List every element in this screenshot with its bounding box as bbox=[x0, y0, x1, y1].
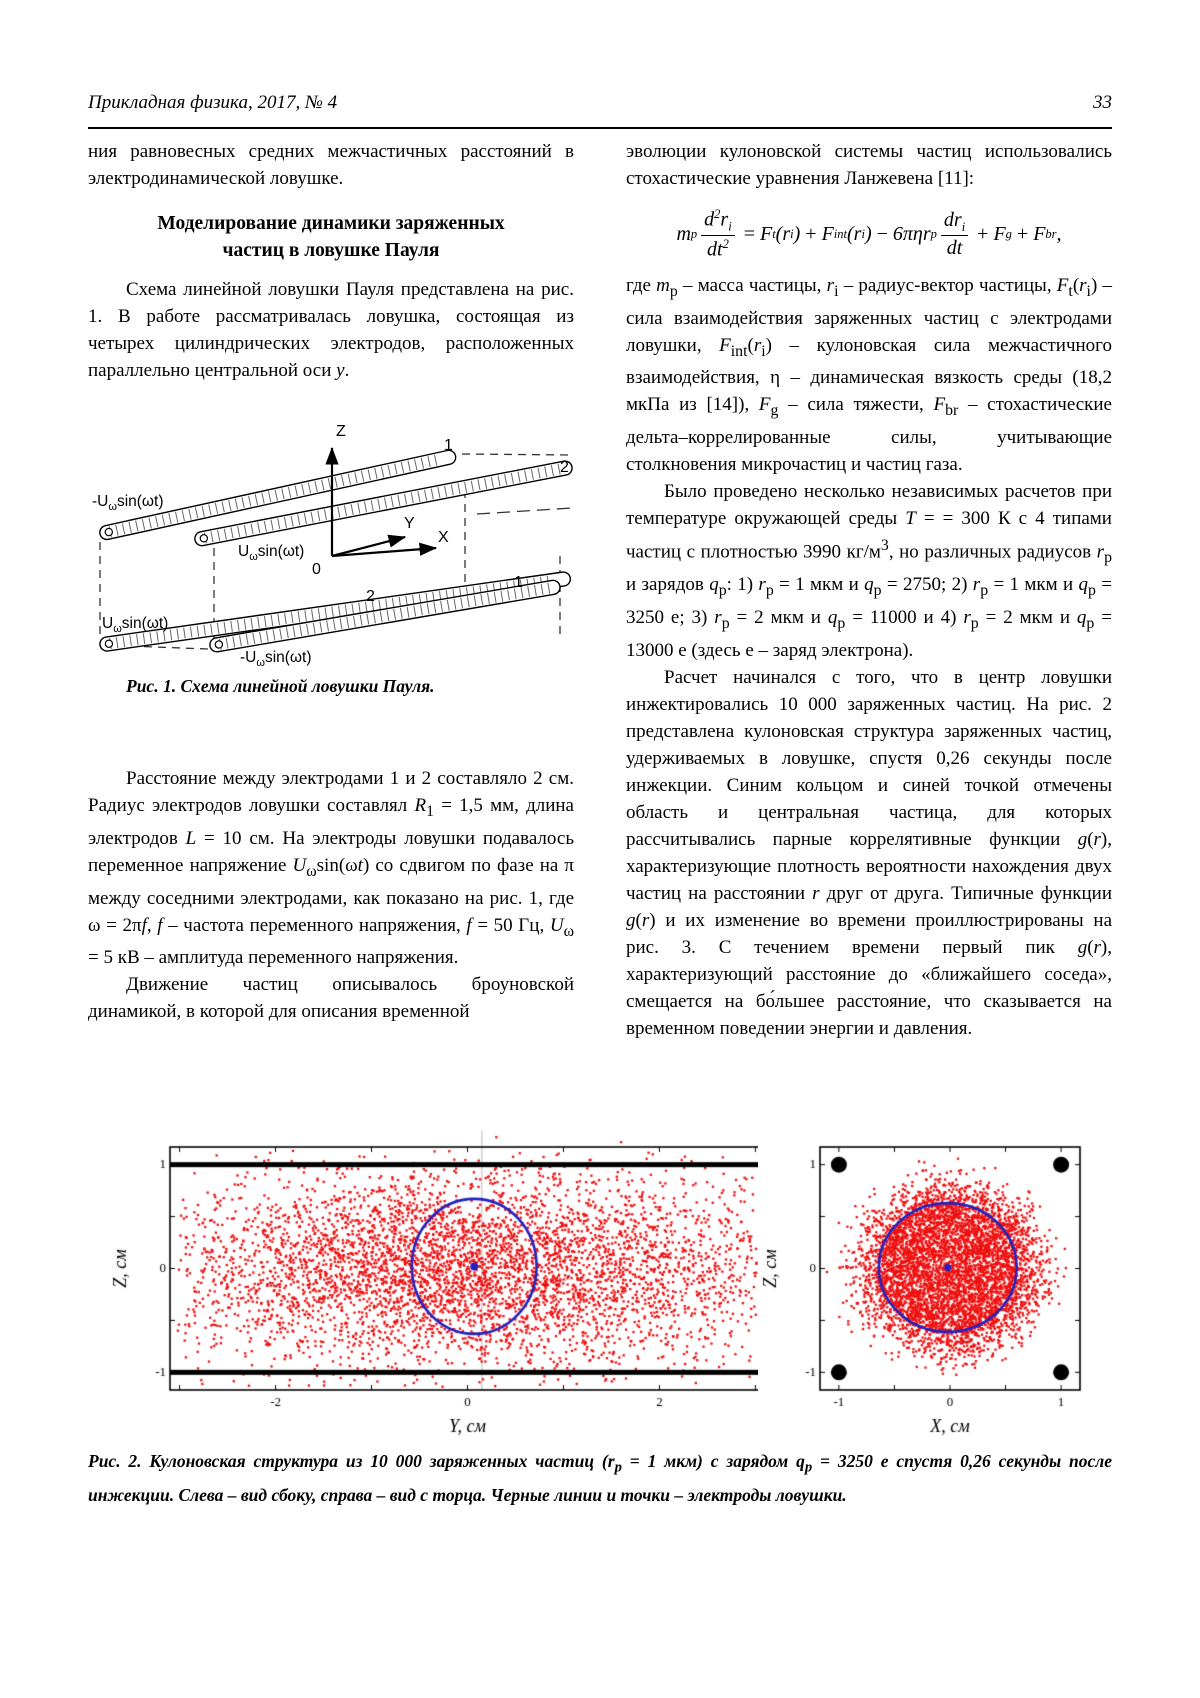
voltage-label-bottom-left: Uωsin(ωt) bbox=[102, 615, 168, 635]
paragraph-continuation: ния равновесных средних межчастичных рас… bbox=[88, 141, 574, 189]
z-axis-label: Z bbox=[336, 423, 346, 440]
electrode-rod-top-front bbox=[194, 460, 573, 547]
paragraph: Схема линейной ловушки Пауля представлен… bbox=[88, 279, 574, 381]
rod-number-2-top: 2 bbox=[560, 459, 569, 476]
figure1-paul-trap-diagram: Z X Y 0 1 2 2 1 -Uωsin(ωt) Uωsin(ωt) Uωs… bbox=[92, 423, 573, 669]
figure2-side-view-scatter-plot bbox=[96, 1128, 776, 1438]
paragraph: Движение частиц описывалось броуновской … bbox=[88, 974, 574, 1023]
rod-number-1-top: 1 bbox=[444, 437, 453, 454]
paragraph: Расстояние между электродами 1 и 2 соста… bbox=[88, 768, 574, 969]
column-left: ния равновесных средних межчастичных рас… bbox=[88, 138, 574, 1025]
column-right: эволюции кулоновской системы частиц испо… bbox=[626, 138, 1112, 1042]
page-number: 33 bbox=[1093, 92, 1112, 113]
figure2-end-view-scatter-plot bbox=[758, 1128, 1110, 1438]
voltage-label-bottom-inner: -Uωsin(ωt) bbox=[240, 649, 312, 669]
journal-title: Прикладная физика, 2017, № 4 bbox=[88, 92, 338, 113]
page-header: Прикладная физика, 2017, № 4 33 bbox=[88, 92, 1112, 114]
figure1-caption: Рис. 1. Схема линейной ловушки Пауля. bbox=[126, 676, 435, 696]
rod-number-2-bottom: 2 bbox=[366, 588, 375, 605]
rod-number-1-bottom: 1 bbox=[514, 574, 523, 591]
x-axis-label: X bbox=[438, 529, 449, 546]
voltage-label-top-left: -Uωsin(ωt) bbox=[92, 493, 164, 513]
paragraph: Было проведено несколько независимых рас… bbox=[626, 481, 1113, 661]
electrode-rod-bottom-front bbox=[209, 579, 561, 653]
paragraph: Расчет начинался с того, что в центр лов… bbox=[626, 666, 1112, 1039]
origin-label: 0 bbox=[312, 561, 321, 578]
coordinate-axes bbox=[325, 446, 438, 558]
voltage-label-top-inner: Uωsin(ωt) bbox=[238, 543, 304, 563]
paragraph: где mp – масса частицы, ri – радиус-вект… bbox=[626, 274, 1113, 476]
figure2-caption: Рис. 2. Кулоновская структура из 10 000 … bbox=[88, 1451, 1113, 1505]
y-axis-label: Y bbox=[404, 515, 415, 532]
paragraph-continuation: эволюции кулоновской системы частиц испо… bbox=[626, 141, 1112, 189]
electrode-rod-bottom-back bbox=[99, 571, 572, 652]
electrode-rod-top-back bbox=[99, 449, 457, 541]
section-heading: Моделирование динамики заряженных частиц … bbox=[157, 213, 505, 261]
header-divider bbox=[88, 127, 1112, 129]
